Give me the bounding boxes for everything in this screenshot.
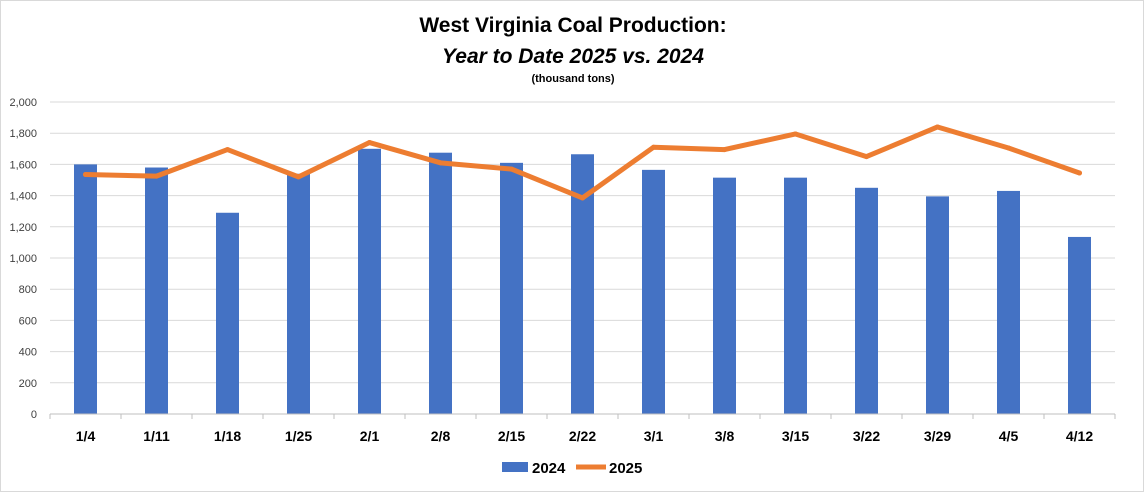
- y-axis-tick-labels: 0 200 400 600 800 1,000 1,200 1,400 1,600 1,800 2,…: [9, 97, 37, 421]
- y-tick-label: 1,200: [9, 222, 37, 234]
- series-2025-line: [83, 124, 1082, 201]
- x-tick-label: 3/1: [644, 428, 664, 444]
- chart-title: West Virginia Coal Production:: [419, 14, 726, 37]
- point-2025-3-8: [722, 147, 727, 153]
- y-tick-label: 200: [19, 378, 37, 390]
- legend-label-2024: 2024: [532, 460, 566, 477]
- point-2025-1-4: [83, 172, 88, 178]
- point-2025-1-18: [225, 147, 230, 153]
- point-2025-1-11: [154, 173, 159, 179]
- point-2025-2-22: [580, 195, 585, 201]
- bar-2024-1-18: [216, 212, 239, 414]
- y-tick-label: 2,000: [9, 97, 37, 109]
- point-2025-3-1: [651, 144, 656, 150]
- x-tick-label: 1/11: [143, 428, 170, 444]
- point-2025-3-15: [793, 131, 798, 137]
- y-tick-label: 1,600: [9, 159, 37, 171]
- bar-2024-1-4: [74, 164, 97, 414]
- point-2025-4-5: [1006, 145, 1011, 151]
- legend: 2024 2025: [502, 460, 642, 477]
- y-tick-label: 1,000: [9, 253, 37, 265]
- x-tick-label: 3/8: [715, 428, 735, 444]
- series-2024-bars: [74, 148, 1091, 415]
- x-axis-tick-labels: 1/4 1/11 1/18 1/25 2/1 2/8 2/15 2/22 3/1 3/8 3/15 3…: [76, 428, 1094, 444]
- point-2025-1-25: [296, 174, 301, 180]
- point-2025-2-1: [367, 140, 372, 146]
- x-tick-label: 3/29: [924, 428, 951, 444]
- x-tick-label: 3/22: [853, 428, 880, 444]
- y-tick-label: 800: [19, 284, 37, 296]
- x-tick-label: 4/5: [999, 428, 1019, 444]
- bar-2024-3-1: [642, 169, 665, 414]
- point-2025-4-12: [1077, 170, 1082, 176]
- x-tick-label: 1/18: [214, 428, 241, 444]
- x-tick-label: 2/15: [498, 428, 525, 444]
- bar-2024-2-1: [358, 148, 381, 415]
- bar-2024-3-22: [855, 187, 878, 414]
- point-2025-2-15: [509, 166, 514, 172]
- y-tick-label: 0: [31, 409, 37, 421]
- bar-2024-1-11: [145, 167, 168, 414]
- x-tick-label: 2/22: [569, 428, 596, 444]
- y-tick-label: 600: [19, 315, 37, 327]
- legend-swatch-2024: [502, 462, 528, 472]
- y-tick-label: 400: [19, 347, 37, 359]
- x-tick-label: 1/25: [285, 428, 312, 444]
- point-2025-3-22: [864, 154, 869, 160]
- chart-subtitle: Year to Date 2025 vs. 2024: [442, 45, 704, 68]
- x-axis: [49, 413, 1116, 419]
- y-tick-label: 1,400: [9, 191, 37, 203]
- bar-2024-3-29: [926, 196, 949, 414]
- x-tick-label: 4/12: [1066, 428, 1093, 444]
- point-2025-2-8: [438, 160, 443, 166]
- bar-2024-4-12: [1068, 236, 1091, 414]
- chart-unit-note: (thousand tons): [531, 73, 614, 85]
- y-tick-label: 1,800: [9, 128, 37, 140]
- bar-2024-2-22: [571, 154, 594, 414]
- x-tick-label: 3/15: [782, 428, 809, 444]
- x-tick-label: 1/4: [76, 428, 96, 444]
- bar-2024-3-15: [784, 177, 807, 414]
- x-tick-label: 2/8: [431, 428, 451, 444]
- legend-label-2025: 2025: [609, 460, 642, 477]
- point-2025-3-29: [935, 124, 940, 130]
- bar-2024-2-8: [429, 152, 452, 414]
- bar-2024-4-5: [997, 190, 1020, 414]
- x-tick-label: 2/1: [360, 428, 380, 444]
- bar-2024-2-15: [500, 162, 523, 414]
- bar-2024-1-25: [287, 173, 310, 414]
- bar-2024-3-8: [713, 177, 736, 414]
